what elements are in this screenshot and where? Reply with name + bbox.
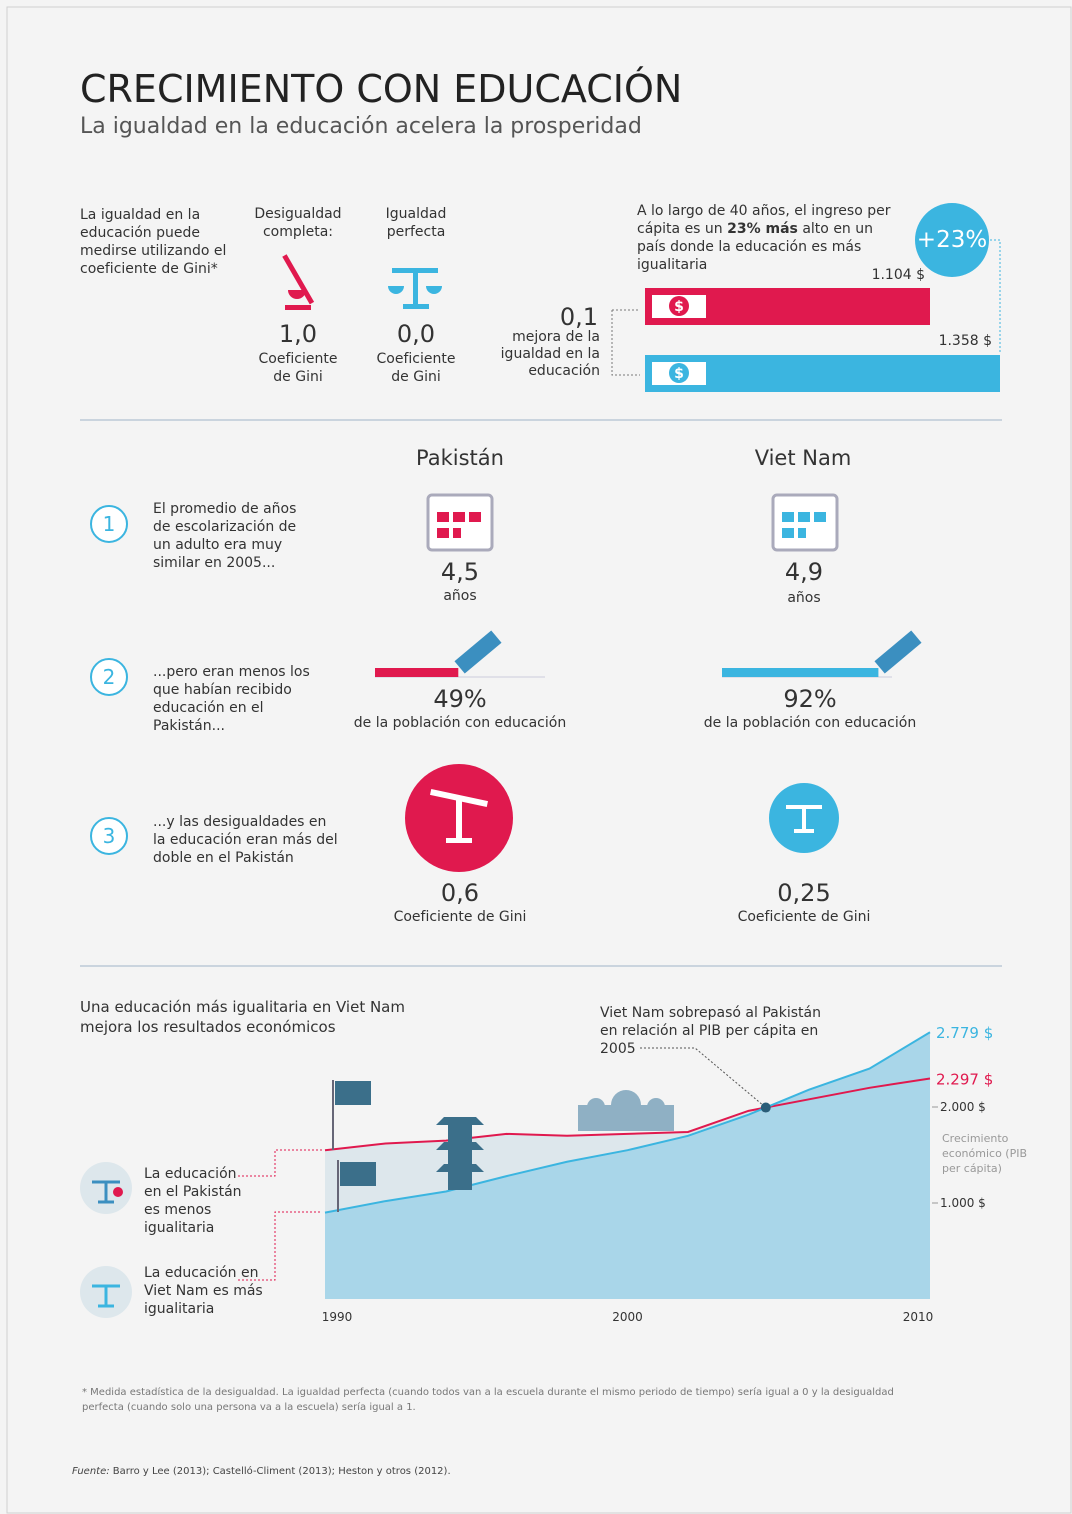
country: Pakistán <box>380 445 540 471</box>
high-income: 1.358 $ <box>897 332 992 350</box>
calendar-icon <box>428 495 492 550</box>
text-bold: 23% más <box>727 221 798 237</box>
footnote: * Medida estadística de la desigualdad. … <box>82 1385 922 1415</box>
unit: Coeficiente de Gini <box>248 350 348 386</box>
x-tick-label: 1990 <box>322 1310 353 1324</box>
x-tick-label: 2000 <box>612 1310 643 1324</box>
inequality-scale-icon <box>282 254 314 310</box>
scale-glyph <box>113 1187 123 1197</box>
blue-bill: $ <box>645 355 1000 392</box>
step: 3 <box>91 824 127 848</box>
page: $ $ 2.297 $2.779 $1.000 $2.000 $199 <box>0 0 1072 1514</box>
unit: años <box>744 589 864 607</box>
step-text: ...pero eran menos los que habían recibi… <box>153 663 318 735</box>
label: Igualdad perfecta <box>356 205 476 241</box>
unit: Coeficiente de Gini <box>714 908 894 926</box>
pencil-icon <box>454 630 501 673</box>
pencil-icon <box>874 630 921 673</box>
gini: 0,6 <box>400 879 520 907</box>
years: 4,5 <box>400 558 520 586</box>
bar <box>375 668 458 677</box>
svg-text:$: $ <box>674 366 684 382</box>
subtitle: La igualdad en la educación acelera la p… <box>80 113 642 141</box>
share: 92% <box>750 685 870 713</box>
x-tick-label: 2010 <box>903 1310 934 1324</box>
intro-text: La igualdad en la educación puede medirs… <box>80 206 255 278</box>
y-axis-label: Crecimiento económico (PIB per cápita) <box>942 1131 1042 1176</box>
legend-entry: La educación en el Pakistán es menos igu… <box>144 1165 254 1237</box>
y-tick-label: 1.000 $ <box>940 1196 986 1210</box>
caption: de la población con educación <box>680 714 940 732</box>
bar <box>722 668 878 677</box>
unit: años <box>400 587 520 605</box>
income-text: A lo largo de 40 años, el ingreso per cá… <box>637 202 902 274</box>
y-tick-label: 2.000 $ <box>940 1100 986 1114</box>
annotation: Viet Nam sobrepasó al Pakistán en relaci… <box>600 1004 840 1058</box>
step-text: El promedio de años de escolarización de… <box>153 500 313 572</box>
source: Fuente: Barro y Lee (2013); Castelló-Cli… <box>72 1463 451 1481</box>
step: 2 <box>91 665 127 689</box>
source-text: Barro y Lee (2013); Castelló-Climent (20… <box>110 1466 451 1477</box>
source-label: Fuente: <box>72 1466 110 1477</box>
increase: +23% <box>912 226 992 254</box>
flag-pakistan <box>333 1080 371 1150</box>
step: 1 <box>91 512 127 536</box>
mosque <box>578 1090 674 1131</box>
value: 0,0 <box>356 320 476 348</box>
svg-text:$: $ <box>674 299 684 315</box>
low-income: 1.104 $ <box>830 266 925 284</box>
calendar-icon <box>773 495 837 550</box>
pakistan-gini-icon <box>405 764 513 872</box>
country: Viet Nam <box>723 445 883 471</box>
years: 4,9 <box>744 558 864 586</box>
equality-scale-icon <box>388 268 442 309</box>
improvement-value: 0,1 <box>540 303 598 331</box>
step-text: ...y las desigualdades en la educación e… <box>153 813 338 867</box>
label: Desigualdad completa: <box>238 205 358 241</box>
value: 1,0 <box>238 320 358 348</box>
connector <box>612 310 640 375</box>
share: 49% <box>400 685 520 713</box>
chart-title: Una educación más igualitaria en Viet Na… <box>80 997 410 1037</box>
crossing-dot <box>761 1103 771 1113</box>
unit: Coeficiente de Gini <box>370 908 550 926</box>
caption: de la población con educación <box>330 714 590 732</box>
unit: Coeficiente de Gini <box>366 350 466 386</box>
vietnam-gini-icon <box>769 783 839 853</box>
improvement-text: mejora de la igualdad en la educación <box>488 329 600 380</box>
red-bill: $ <box>645 288 930 325</box>
gini: 0,25 <box>744 879 864 907</box>
title: CRECIMIENTO CON EDUCACIÓN <box>80 66 682 112</box>
value-label: 2.297 $ <box>936 1070 993 1088</box>
legend-entry: La educación en Viet Nam es más igualita… <box>144 1264 269 1318</box>
value-label: 2.779 $ <box>936 1024 993 1042</box>
